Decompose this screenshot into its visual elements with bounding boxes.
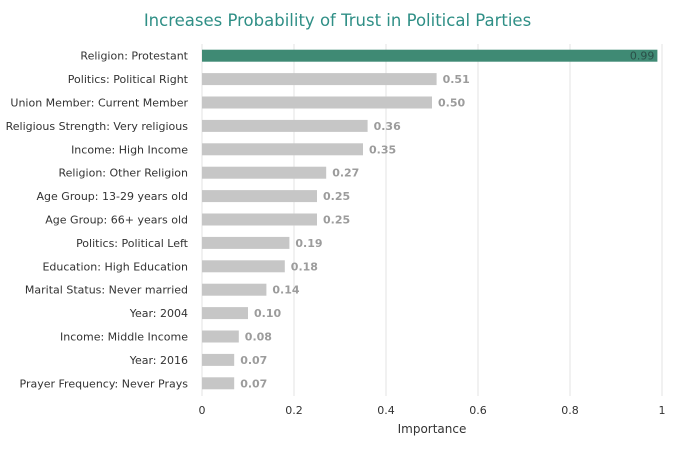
category-label: Age Group: 13-29 years old — [37, 190, 188, 203]
value-label: 0.50 — [438, 97, 465, 110]
value-label: 0.10 — [254, 307, 281, 320]
bar — [202, 143, 363, 156]
bar — [202, 166, 327, 179]
value-label: 0.51 — [443, 73, 470, 86]
value-label: 0.14 — [272, 284, 299, 297]
value-label: 0.36 — [374, 120, 401, 133]
value-label: 0.25 — [323, 190, 350, 203]
category-label: Year: 2004 — [129, 307, 188, 320]
category-label: Income: High Income — [71, 143, 188, 156]
category-label: Religion: Protestant — [80, 50, 188, 63]
value-label: 0.19 — [295, 237, 322, 250]
bars — [202, 49, 658, 390]
bar — [202, 283, 267, 296]
category-label: Age Group: 66+ years old — [45, 214, 188, 227]
category-label: Union Member: Current Member — [10, 97, 188, 110]
category-label: Politics: Political Right — [68, 73, 189, 86]
x-tick-label: 0.8 — [561, 404, 579, 417]
bar — [202, 49, 658, 62]
value-label: 0.27 — [332, 167, 359, 180]
category-label: Education: High Education — [42, 260, 188, 273]
value-label: 0.25 — [323, 214, 350, 227]
bar — [202, 119, 368, 132]
bar — [202, 236, 290, 249]
bar — [202, 73, 437, 86]
bar — [202, 260, 285, 273]
x-tick-label: 1 — [659, 404, 666, 417]
category-label: Politics: Political Left — [76, 237, 189, 250]
bar — [202, 377, 235, 390]
category-label: Income: Middle Income — [60, 331, 188, 344]
category-label: Prayer Frequency: Never Prays — [20, 377, 189, 390]
category-label: Marital Status: Never married — [25, 284, 188, 297]
value-labels: 0.990.510.500.360.350.270.250.250.190.18… — [240, 50, 654, 391]
bar — [202, 307, 248, 320]
x-tick-label: 0 — [199, 404, 206, 417]
category-label: Religion: Other Religion — [59, 167, 188, 180]
value-label: 0.07 — [240, 377, 267, 390]
category-label: Year: 2016 — [129, 354, 188, 367]
bar — [202, 190, 317, 203]
value-label: 0.07 — [240, 354, 267, 367]
x-tick-label: 0.4 — [377, 404, 395, 417]
chart-title: Increases Probability of Trust in Politi… — [144, 11, 531, 30]
category-labels: Religion: Protestant Politics: Political … — [6, 50, 189, 391]
x-axis-label: Importance — [398, 422, 467, 436]
bar — [202, 96, 432, 109]
value-label: 0.18 — [291, 260, 318, 273]
value-label: 0.35 — [369, 143, 396, 156]
value-label: 0.99 — [630, 50, 655, 63]
x-axis-ticks: 0 0.2 0.4 0.6 0.8 1 — [199, 404, 666, 417]
category-label: Religious Strength: Very religious — [6, 120, 189, 133]
bar — [202, 353, 235, 366]
bar — [202, 213, 317, 226]
x-tick-label: 0.6 — [469, 404, 487, 417]
bar — [202, 330, 239, 343]
value-label: 0.08 — [245, 331, 272, 344]
x-tick-label: 0.2 — [285, 404, 303, 417]
